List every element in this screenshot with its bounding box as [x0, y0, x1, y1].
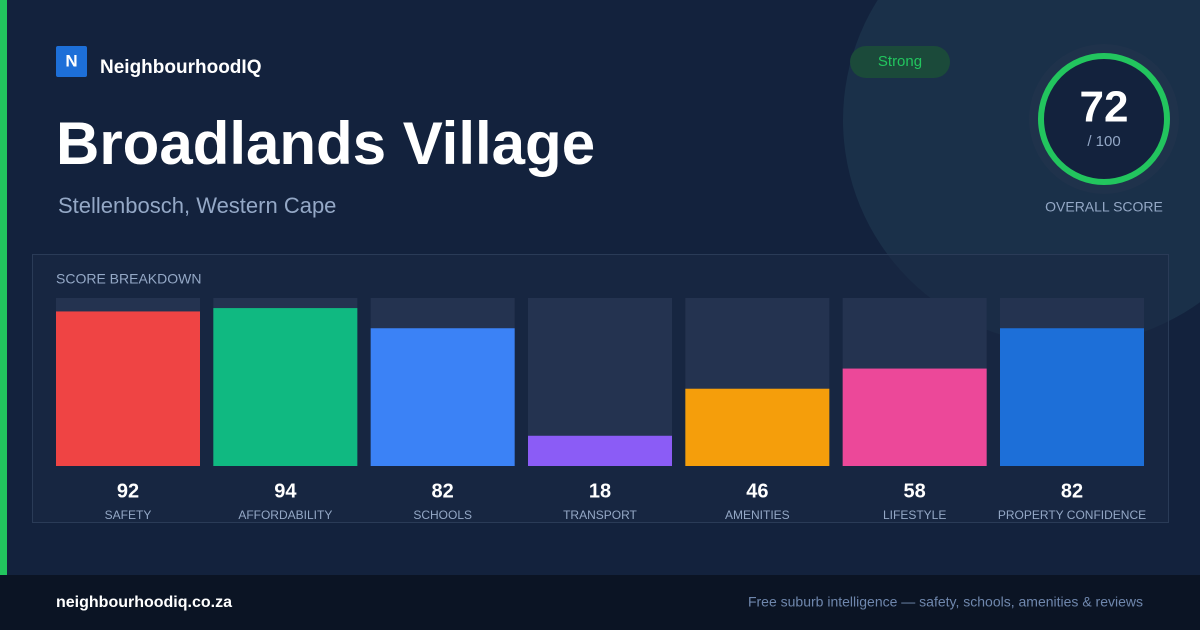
footer-tagline: Free suburb intelligence — safety, schoo…	[748, 594, 1143, 610]
bar-label: SAFETY	[105, 508, 152, 522]
bar-value: 94	[274, 480, 297, 502]
subtitle: Stellenbosch, Western Cape	[58, 193, 336, 218]
bar-label: LIFESTYLE	[883, 508, 946, 522]
bar-label: AFFORDABILITY	[238, 508, 332, 522]
brand-name: NeighbourhoodIQ	[100, 57, 261, 78]
logo-letter: N	[65, 51, 77, 70]
footer	[0, 575, 1200, 630]
title: Broadlands Village	[56, 110, 595, 177]
bar-label: TRANSPORT	[563, 508, 637, 522]
bar	[1000, 328, 1144, 466]
score-ring	[1038, 53, 1170, 185]
bars: 92 SAFETY 94 AFFORDABILITY 82 SCHOOLS 18 TRANSP…	[56, 298, 1146, 522]
bar-value: 58	[904, 480, 926, 502]
overall-score: 72	[1080, 83, 1129, 132]
footer-url: neighbourhoodiq.co.za	[56, 594, 232, 611]
bar-label: AMENITIES	[725, 508, 790, 522]
bar-value: 92	[117, 480, 139, 502]
bar-value: 82	[1061, 480, 1083, 502]
bar	[842, 368, 987, 466]
bar-label: SCHOOLS	[413, 508, 472, 522]
bar	[685, 388, 830, 466]
bar	[528, 435, 672, 466]
badge-text: Strong	[878, 53, 922, 70]
bar	[56, 311, 200, 466]
overall-max: / 100	[1087, 133, 1120, 150]
overall-label: OVERALL SCORE	[1045, 199, 1163, 215]
bar-value: 82	[432, 480, 454, 502]
bar	[370, 328, 515, 466]
breakdown-title: SCORE BREAKDOWN	[56, 271, 201, 287]
badge	[850, 46, 950, 78]
accent-stripe	[0, 0, 7, 575]
bar-value: 46	[746, 480, 768, 502]
bar	[213, 308, 358, 466]
bar-label: PROPERTY CONFIDENCE	[998, 508, 1146, 522]
bar-value: 18	[589, 480, 611, 502]
logo	[56, 46, 87, 77]
